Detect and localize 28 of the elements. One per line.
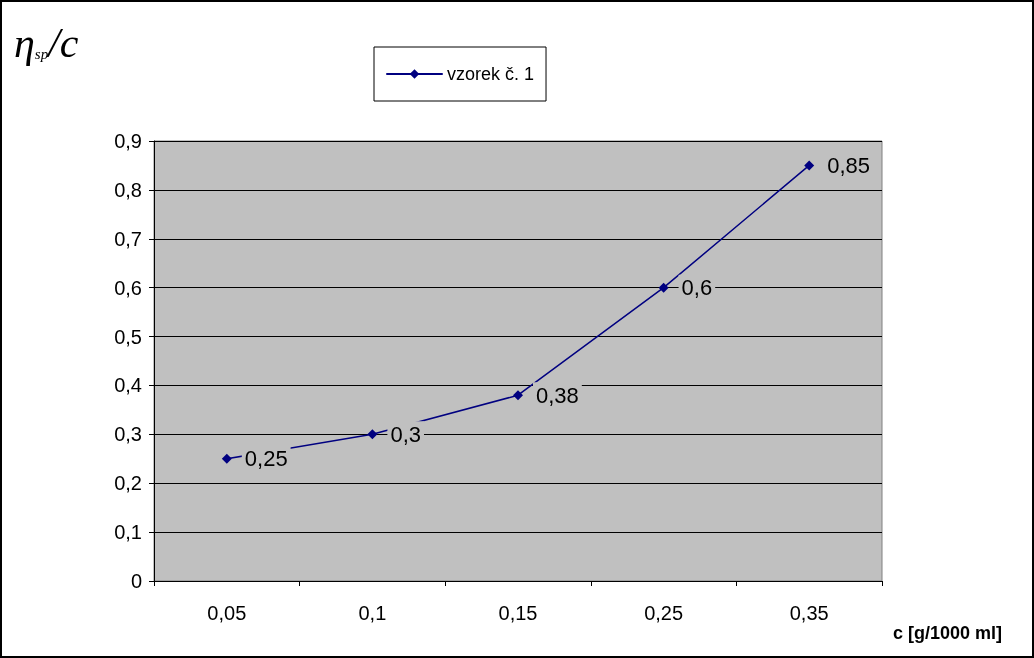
y-tick-label: 0,5 [114,325,142,348]
legend-label: vzorek č. 1 [447,64,535,84]
x-tick-label: 0,05 [207,602,247,624]
x-axis-title: c [g/1000 ml] [892,623,1002,643]
data-label: 0,25 [244,446,288,472]
data-label: 0,6 [681,275,713,301]
point [221,453,232,464]
data-label: 0,38 [536,382,579,408]
x-tick-label: 0,35 [789,602,829,624]
point [804,160,815,171]
data-label: 0,3 [390,421,421,447]
y-tick-label: 0,8 [114,178,142,201]
y-tick-label: 0,3 [114,423,142,446]
x-tick-label: 0,15 [498,602,538,624]
y-tick-label: 0,2 [114,472,142,495]
y-tick-label: 0,9 [114,130,142,152]
y-tick-label: 0,7 [114,227,142,250]
y-tick-label: 0,6 [114,276,142,299]
point [513,390,523,401]
point [658,282,669,293]
x-tick-label: 0,25 [644,602,684,624]
y-tick-label: 0,4 [114,374,142,397]
point [367,429,378,440]
y-axis-title: ηsp/c [14,20,79,66]
x-tick-label: 0,1 [358,602,387,624]
y-tick-label: 0 [130,570,142,592]
data-label: 0,85 [827,152,871,178]
y-tick-label: 0,1 [114,521,142,544]
